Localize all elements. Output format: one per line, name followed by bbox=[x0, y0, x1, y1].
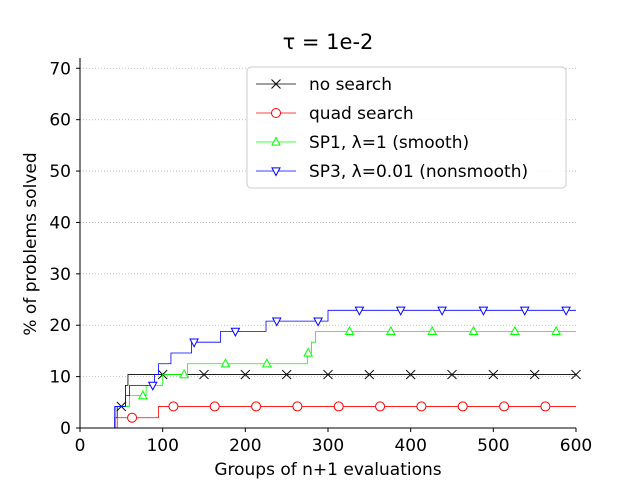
chart-title: τ = 1e-2 bbox=[283, 30, 374, 54]
y-tick-label-1: 10 bbox=[49, 368, 71, 388]
y-tick-label-5: 50 bbox=[49, 162, 71, 182]
series-3-point-5 bbox=[354, 306, 365, 316]
legend-item-2: SP1, λ=1 (smooth) bbox=[256, 133, 469, 153]
y-tick-label-6: 60 bbox=[49, 111, 71, 131]
series-2-point-0 bbox=[137, 390, 148, 400]
series-1 bbox=[80, 401, 576, 429]
series-2-point-9 bbox=[509, 325, 520, 336]
y-tick-label-2: 20 bbox=[49, 316, 71, 336]
x-axis-label: Groups of n+1 evaluations bbox=[214, 460, 441, 480]
series-3-point-2 bbox=[230, 327, 241, 337]
legend-item-3: SP3, λ=0.01 (nonsmooth) bbox=[256, 162, 528, 182]
series-2-point-2 bbox=[220, 358, 231, 368]
series-0 bbox=[80, 369, 581, 429]
series-2-point-6 bbox=[385, 325, 396, 336]
series-0-point-3 bbox=[240, 369, 251, 380]
series-1-point-0 bbox=[127, 412, 138, 423]
ticks: 0 100 200 300 400 500 600 0 10 20 30 40 50 60 70 bbox=[49, 59, 592, 456]
legend-box bbox=[246, 66, 567, 189]
x-tick-label-4: 400 bbox=[394, 436, 426, 456]
series-2-point-8 bbox=[468, 325, 479, 336]
series-1-point-2 bbox=[209, 401, 220, 412]
series-3-point-1 bbox=[189, 338, 199, 348]
series-0-point-4 bbox=[281, 369, 292, 380]
series-0-point-9 bbox=[488, 369, 499, 380]
series-1-point-7 bbox=[416, 401, 427, 412]
series-0-point-6 bbox=[364, 369, 375, 380]
series-3-point-9 bbox=[519, 306, 530, 316]
series-0-point-10 bbox=[529, 369, 540, 380]
series-1-point-9 bbox=[499, 401, 510, 412]
y-tick-label-7: 70 bbox=[49, 59, 71, 79]
series-1-point-1 bbox=[168, 401, 179, 412]
series-3-point-0 bbox=[147, 381, 158, 391]
series-1-point-4 bbox=[292, 401, 303, 412]
series-2-point-1 bbox=[179, 368, 190, 379]
y-tick-label-0: 0 bbox=[60, 419, 71, 439]
series-0-point-11 bbox=[571, 369, 581, 380]
series-1-point-6 bbox=[375, 401, 386, 412]
legend-marker-1 bbox=[271, 108, 281, 118]
series-3-point-10 bbox=[561, 306, 571, 316]
legend-marker-2 bbox=[271, 136, 281, 146]
x-tick-label-1: 100 bbox=[146, 436, 178, 456]
legend-label-0: no search bbox=[309, 75, 392, 95]
x-tick-label-3: 300 bbox=[312, 436, 344, 456]
y-tick-label-4: 40 bbox=[49, 213, 71, 233]
x-tick-label-2: 200 bbox=[229, 436, 261, 456]
legend-label-1: quad search bbox=[309, 104, 414, 124]
legend-item-0: no search bbox=[256, 75, 392, 95]
legend-marker-3 bbox=[271, 167, 281, 177]
series-3-point-3 bbox=[271, 317, 282, 327]
series-3-point-4 bbox=[313, 317, 323, 327]
series-1-point-8 bbox=[457, 401, 468, 412]
legend-item-1: quad search bbox=[256, 104, 414, 124]
series-1-point-10 bbox=[540, 401, 551, 412]
series-3-point-6 bbox=[395, 306, 406, 316]
series-2-point-5 bbox=[344, 325, 355, 336]
legend: no search quad search SP1, λ=1 (smooth) SP3… bbox=[246, 66, 567, 189]
series-2-point-3 bbox=[261, 358, 272, 368]
series-0-point-7 bbox=[405, 369, 416, 380]
series-1-point-3 bbox=[251, 401, 262, 412]
series-3-point-7 bbox=[437, 306, 447, 316]
series-3-point-8 bbox=[478, 306, 489, 316]
y-tick-label-3: 30 bbox=[49, 265, 71, 285]
y-axis-label: % of problems solved bbox=[21, 152, 41, 335]
series-0-point-5 bbox=[323, 369, 333, 380]
legend-label-2: SP1, λ=1 (smooth) bbox=[309, 133, 469, 153]
series-2-point-7 bbox=[427, 325, 438, 336]
series-0-point-8 bbox=[447, 369, 457, 380]
series-1-point-5 bbox=[333, 401, 344, 412]
x-tick-label-5: 500 bbox=[477, 436, 509, 456]
x-tick-label-0: 0 bbox=[75, 436, 86, 456]
legend-marker-0 bbox=[271, 79, 281, 89]
series-2-point-10 bbox=[551, 325, 562, 336]
legend-label-3: SP3, λ=0.01 (nonsmooth) bbox=[309, 162, 528, 182]
series-layer bbox=[80, 306, 581, 429]
series-0-point-2 bbox=[199, 369, 209, 380]
x-tick-label-6: 600 bbox=[560, 436, 592, 456]
series-2-point-4 bbox=[303, 347, 314, 357]
series-3 bbox=[80, 306, 576, 429]
